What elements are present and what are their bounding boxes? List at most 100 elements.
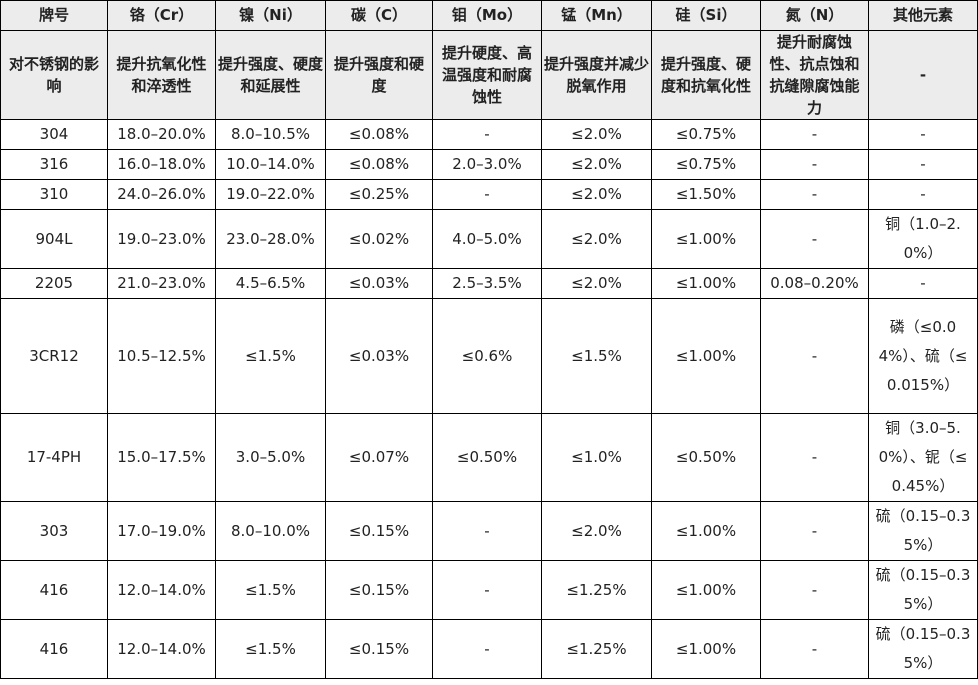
value-cell: -: [432, 560, 542, 620]
data-row: 316 16.0–18.0% 10.0–14.0% ≤0.08% 2.0–3.0% ≤2.…: [0, 149, 978, 180]
value-cell: ≤0.75%: [651, 149, 761, 180]
effect-cell: 提升抗氧化性和淬透性: [107, 30, 216, 120]
value-cell: 18.0–20.0%: [107, 119, 216, 150]
value-cell: 23.0–28.0%: [215, 209, 326, 269]
grade-cell: 304: [0, 119, 108, 150]
value-cell: -: [868, 179, 978, 210]
value-cell: 12.0–14.0%: [107, 560, 216, 620]
value-cell: -: [432, 501, 542, 561]
data-row: 310 24.0–26.0% 19.0–22.0% ≤0.25% - ≤2.0% ≤1.50…: [0, 179, 978, 210]
header-row: 牌号 铬（Cr） 镍（Ni） 碳（C） 钼（Mo） 锰（Mn） 硅（Si） 氮（N） 其他元素: [0, 0, 978, 31]
value-cell: -: [760, 298, 869, 414]
value-cell: -: [760, 560, 869, 620]
value-cell: 硫（0.15–0.35%）: [868, 501, 978, 561]
header-cell: 镍（Ni）: [215, 0, 326, 31]
value-cell: ≤1.25%: [541, 560, 652, 620]
header-cell: 锰（Mn）: [541, 0, 652, 31]
value-cell: ≤1.00%: [651, 209, 761, 269]
effect-cell: 提升强度和硬度: [325, 30, 433, 120]
value-cell: ≤1.00%: [651, 298, 761, 414]
value-cell: 8.0–10.5%: [215, 119, 326, 150]
value-cell: ≤2.0%: [541, 179, 652, 210]
value-cell: 15.0–17.5%: [107, 413, 216, 502]
value-cell: 24.0–26.0%: [107, 179, 216, 210]
value-cell: ≤0.08%: [325, 119, 433, 150]
data-row: 304 18.0–20.0% 8.0–10.5% ≤0.08% - ≤2.0% ≤0.75%…: [0, 119, 978, 150]
value-cell: -: [868, 119, 978, 150]
data-row: 2205 21.0–23.0% 4.5–6.5% ≤0.03% 2.5–3.5% ≤2.0…: [0, 268, 978, 299]
value-cell: 2.5–3.5%: [432, 268, 542, 299]
value-cell: ≤2.0%: [541, 501, 652, 561]
value-cell: 0.08–0.20%: [760, 268, 869, 299]
value-cell: ≤0.15%: [325, 501, 433, 561]
value-cell: ≤0.50%: [651, 413, 761, 502]
grade-cell: 416: [0, 560, 108, 620]
value-cell: ≤1.5%: [215, 298, 326, 414]
value-cell: 10.0–14.0%: [215, 149, 326, 180]
effect-cell: 提升强度、硬度和抗氧化性: [651, 30, 761, 120]
value-cell: ≤1.00%: [651, 619, 761, 679]
value-cell: ≤1.5%: [215, 560, 326, 620]
value-cell: 硫（0.15–0.35%）: [868, 560, 978, 620]
value-cell: ≤0.6%: [432, 298, 542, 414]
value-cell: ≤0.50%: [432, 413, 542, 502]
value-cell: -: [760, 119, 869, 150]
value-cell: 硫（0.15–0.35%）: [868, 619, 978, 679]
value-cell: -: [760, 501, 869, 561]
value-cell: ≤1.00%: [651, 268, 761, 299]
effect-row: 对不锈钢的影响 提升抗氧化性和淬透性 提升强度、硬度和延展性 提升强度和硬度 提升硬度、…: [0, 30, 978, 120]
data-row: 3CR12 10.5–12.5% ≤1.5% ≤0.03% ≤0.6% ≤1.5% ≤1.0…: [0, 298, 978, 414]
value-cell: ≤0.25%: [325, 179, 433, 210]
grade-cell: 316: [0, 149, 108, 180]
header-cell: 碳（C）: [325, 0, 433, 31]
value-cell: ≤1.50%: [651, 179, 761, 210]
effect-cell: 提升硬度、高温强度和耐腐蚀性: [432, 30, 542, 120]
value-cell: -: [760, 619, 869, 679]
value-cell: ≤1.25%: [541, 619, 652, 679]
value-cell: -: [868, 149, 978, 180]
value-cell: ≤1.0%: [541, 413, 652, 502]
value-cell: 12.0–14.0%: [107, 619, 216, 679]
value-cell: 4.5–6.5%: [215, 268, 326, 299]
header-cell: 铬（Cr）: [107, 0, 216, 31]
header-cell: 牌号: [0, 0, 108, 31]
value-cell: ≤0.02%: [325, 209, 433, 269]
grade-cell: 303: [0, 501, 108, 561]
data-row: 303 17.0–19.0% 8.0–10.0% ≤0.15% - ≤2.0% ≤1.00%…: [0, 501, 978, 561]
value-cell: 21.0–23.0%: [107, 268, 216, 299]
value-cell: 磷（≤0.04%）、硫（≤0.015%）: [868, 298, 978, 414]
value-cell: ≤0.03%: [325, 298, 433, 414]
value-cell: ≤2.0%: [541, 209, 652, 269]
header-cell: 氮（N）: [760, 0, 869, 31]
value-cell: ≤1.00%: [651, 501, 761, 561]
value-cell: ≤2.0%: [541, 268, 652, 299]
value-cell: ≤1.00%: [651, 560, 761, 620]
data-row: 904L 19.0–23.0% 23.0–28.0% ≤0.02% 4.0–5.0% ≤2…: [0, 209, 978, 269]
grade-cell: 904L: [0, 209, 108, 269]
data-row: 17-4PH 15.0–17.5% 3.0–5.0% ≤0.07% ≤0.50% ≤1.0…: [0, 413, 978, 502]
value-cell: 19.0–23.0%: [107, 209, 216, 269]
value-cell: ≤1.5%: [215, 619, 326, 679]
grade-cell: 3CR12: [0, 298, 108, 414]
header-cell: 钼（Mo）: [432, 0, 542, 31]
value-cell: -: [432, 619, 542, 679]
value-cell: -: [760, 149, 869, 180]
value-cell: 4.0–5.0%: [432, 209, 542, 269]
header-cell: 硅（Si）: [651, 0, 761, 31]
value-cell: ≤2.0%: [541, 119, 652, 150]
value-cell: ≤1.5%: [541, 298, 652, 414]
value-cell: ≤2.0%: [541, 149, 652, 180]
value-cell: ≤0.08%: [325, 149, 433, 180]
value-cell: ≤0.15%: [325, 560, 433, 620]
grade-cell: 310: [0, 179, 108, 210]
value-cell: -: [760, 413, 869, 502]
value-cell: 17.0–19.0%: [107, 501, 216, 561]
value-cell: 铜（3.0–5.0%）、铌（≤0.45%）: [868, 413, 978, 502]
value-cell: -: [760, 179, 869, 210]
value-cell: ≤0.75%: [651, 119, 761, 150]
header-cell: 其他元素: [868, 0, 978, 31]
value-cell: 3.0–5.0%: [215, 413, 326, 502]
